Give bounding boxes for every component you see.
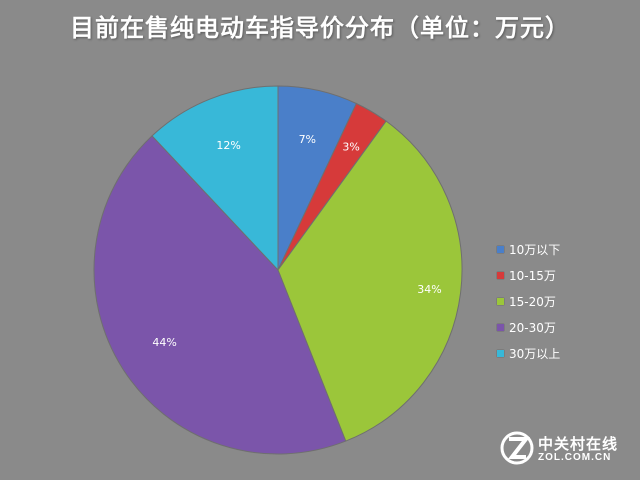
legend-label: 30万以上 — [509, 346, 561, 361]
slice-value-label: 12% — [216, 139, 240, 152]
legend-item: 10万以下 — [497, 236, 560, 262]
watermark-brand: 中关村在线 — [538, 435, 619, 453]
legend-label: 15-20万 — [509, 294, 556, 309]
legend-item: 15-20万 — [497, 288, 560, 314]
legend-item: 20-30万 — [497, 314, 560, 340]
slice-value-label: 7% — [299, 133, 316, 146]
legend: 10万以下 10-15万 15-20万 20-30万 30万以上 — [497, 236, 560, 366]
pie-slice-4 — [93, 135, 347, 455]
legend-label: 10-15万 — [509, 268, 556, 283]
zol-z-logo-icon — [500, 431, 534, 465]
pie-slice-3 — [277, 120, 463, 442]
legend-swatch — [497, 297, 504, 305]
watermark-domain: ZOL.COM.CN — [538, 452, 612, 463]
pie-slice-5 — [151, 85, 279, 272]
legend-label: 10万以下 — [509, 242, 561, 257]
legend-swatch — [497, 271, 504, 279]
zol-watermark: 中关村在线 ZOL.COM.CN — [500, 428, 630, 470]
slice-value-label: 44% — [152, 336, 176, 349]
legend-swatch — [497, 245, 504, 253]
legend-swatch — [497, 323, 504, 331]
slice-value-label: 3% — [342, 141, 359, 154]
slice-value-label: 34% — [417, 283, 441, 296]
legend-swatch — [497, 349, 504, 357]
legend-item: 10-15万 — [497, 262, 560, 288]
legend-item: 30万以上 — [497, 340, 560, 366]
chart-title: 目前在售纯电动车指导价分布（单位：万元） — [70, 14, 570, 42]
legend-label: 20-30万 — [509, 320, 556, 335]
